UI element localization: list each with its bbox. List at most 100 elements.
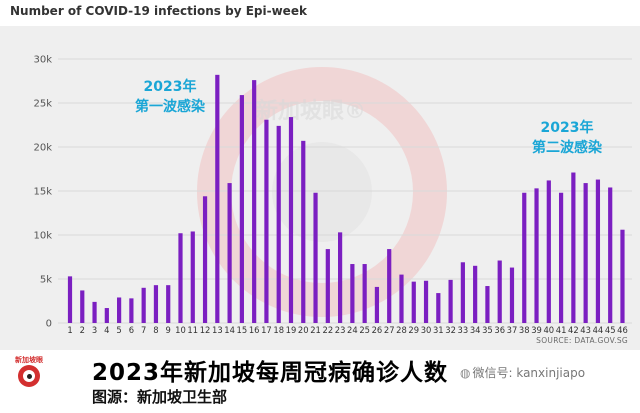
annotation-wave1-label: 第一波感染 xyxy=(135,98,206,115)
x-tick-label: 23 xyxy=(335,325,346,335)
x-tick-label: 40 xyxy=(543,325,554,335)
bar-week-24 xyxy=(350,264,355,323)
y-tick-label: 10k xyxy=(33,231,52,242)
wechat-icon: ◍ xyxy=(460,366,471,380)
main-caption: 2023年新加坡每周冠病确诊人数 xyxy=(92,360,449,386)
x-tick-label: 32 xyxy=(445,325,456,335)
x-tick-label: 11 xyxy=(187,325,198,335)
bar-week-2 xyxy=(80,290,85,323)
x-tick-label: 20 xyxy=(298,325,309,335)
bar-week-5 xyxy=(117,297,122,323)
x-tick-label: 36 xyxy=(494,325,505,335)
x-tick-label: 9 xyxy=(166,325,171,335)
bar-week-46 xyxy=(620,229,625,323)
bar-week-43 xyxy=(583,183,588,323)
bar-week-28 xyxy=(399,274,404,323)
y-axis-ticks: 0 5k 10k 15k 20k 25k 30k xyxy=(33,55,52,330)
x-axis-ticks: 1 2 3 4 5 6 7 8 9 10 11 12 13 14 15 16 17 18 19 20 21 22 23 24 2… xyxy=(67,325,627,335)
x-tick-label: 25 xyxy=(359,325,370,335)
bar-week-39 xyxy=(534,188,539,323)
bar-week-19 xyxy=(288,117,294,323)
annotation-wave2-label: 第二波感染 xyxy=(532,139,603,156)
bar-week-27 xyxy=(387,249,392,323)
x-tick-label: 16 xyxy=(249,325,260,335)
bar-week-16 xyxy=(252,80,257,323)
x-tick-label: 38 xyxy=(519,325,530,335)
x-tick-label: 22 xyxy=(322,325,333,335)
annotation-wave1-year: 2023年 xyxy=(144,78,197,95)
x-tick-label: 30 xyxy=(421,325,432,335)
x-tick-label: 6 xyxy=(129,325,134,335)
x-tick-label: 34 xyxy=(470,325,481,335)
bar-week-23 xyxy=(337,232,343,323)
bar-week-36 xyxy=(497,260,502,323)
bar-week-33 xyxy=(460,262,465,323)
watermark-eye-icon xyxy=(272,142,372,242)
watermark-ring xyxy=(197,67,447,317)
x-tick-label: 41 xyxy=(556,325,567,335)
bar-week-44 xyxy=(595,179,601,323)
x-tick-label: 42 xyxy=(568,325,579,335)
x-tick-label: 45 xyxy=(605,325,616,335)
bar-week-20 xyxy=(301,140,306,323)
bar-week-15 xyxy=(239,95,244,323)
x-tick-label: 37 xyxy=(507,325,518,335)
x-tick-label: 15 xyxy=(237,325,248,335)
logo-text: 新加坡眼 xyxy=(15,356,43,364)
bar-week-7 xyxy=(141,287,146,323)
y-tick-label: 5k xyxy=(40,275,52,286)
x-tick-label: 17 xyxy=(261,325,272,335)
x-tick-label: 33 xyxy=(458,325,469,335)
x-tick-label: 44 xyxy=(593,325,604,335)
x-tick-label: 13 xyxy=(212,325,223,335)
x-tick-label: 21 xyxy=(310,325,321,335)
bar-week-1 xyxy=(67,276,73,323)
bar-week-37 xyxy=(509,267,515,323)
bar-week-3 xyxy=(92,301,97,323)
bar-week-18 xyxy=(276,125,281,323)
bar-week-31 xyxy=(436,293,441,323)
x-tick-label: 2 xyxy=(80,325,85,335)
wechat-id: ◍ 微信号: kanxinjiapo xyxy=(460,364,585,381)
x-tick-label: 29 xyxy=(408,325,419,335)
x-tick-label: 18 xyxy=(273,325,284,335)
x-tick-label: 27 xyxy=(384,325,395,335)
bar-week-17 xyxy=(264,119,269,323)
x-tick-label: 14 xyxy=(224,325,235,335)
bar-week-9 xyxy=(166,285,171,323)
bar-week-38 xyxy=(522,192,527,323)
x-tick-label: 12 xyxy=(200,325,211,335)
bar-week-13 xyxy=(215,74,220,323)
bar-week-25 xyxy=(362,264,367,323)
bar-week-29 xyxy=(411,281,416,323)
eye-logo-icon xyxy=(18,365,40,387)
x-tick-label: 39 xyxy=(531,325,542,335)
y-tick-label: 0 xyxy=(46,319,52,330)
footer: 新加坡眼 2023年新加坡每周冠病确诊人数 图源：新加坡卫生部 ◍ 微信号: ka… xyxy=(0,350,640,413)
bar-week-45 xyxy=(608,187,613,323)
x-tick-label: 10 xyxy=(175,325,186,335)
x-tick-label: 5 xyxy=(116,325,121,335)
y-tick-label: 30k xyxy=(33,55,52,66)
bar-week-22 xyxy=(325,249,330,323)
bar-week-14 xyxy=(227,183,232,323)
bars xyxy=(67,74,625,323)
x-tick-label: 35 xyxy=(482,325,493,335)
bar-week-8 xyxy=(153,285,159,323)
x-tick-label: 26 xyxy=(372,325,383,335)
x-tick-label: 43 xyxy=(580,325,591,335)
y-tick-label: 25k xyxy=(33,99,52,110)
sub-caption: 图源：新加坡卫生部 xyxy=(92,388,228,406)
bar-week-32 xyxy=(448,279,453,323)
bar-week-42 xyxy=(571,172,576,323)
watermark-text: 新加坡眼® xyxy=(256,98,366,124)
x-tick-label: 3 xyxy=(92,325,97,335)
bar-week-10 xyxy=(178,233,183,323)
bar-week-11 xyxy=(190,231,195,323)
x-tick-label: 7 xyxy=(141,325,146,335)
brand-logo: 新加坡眼 xyxy=(14,356,44,390)
x-tick-label: 31 xyxy=(433,325,444,335)
bar-week-41 xyxy=(558,192,564,323)
watermark: 新加坡眼® xyxy=(197,67,447,317)
